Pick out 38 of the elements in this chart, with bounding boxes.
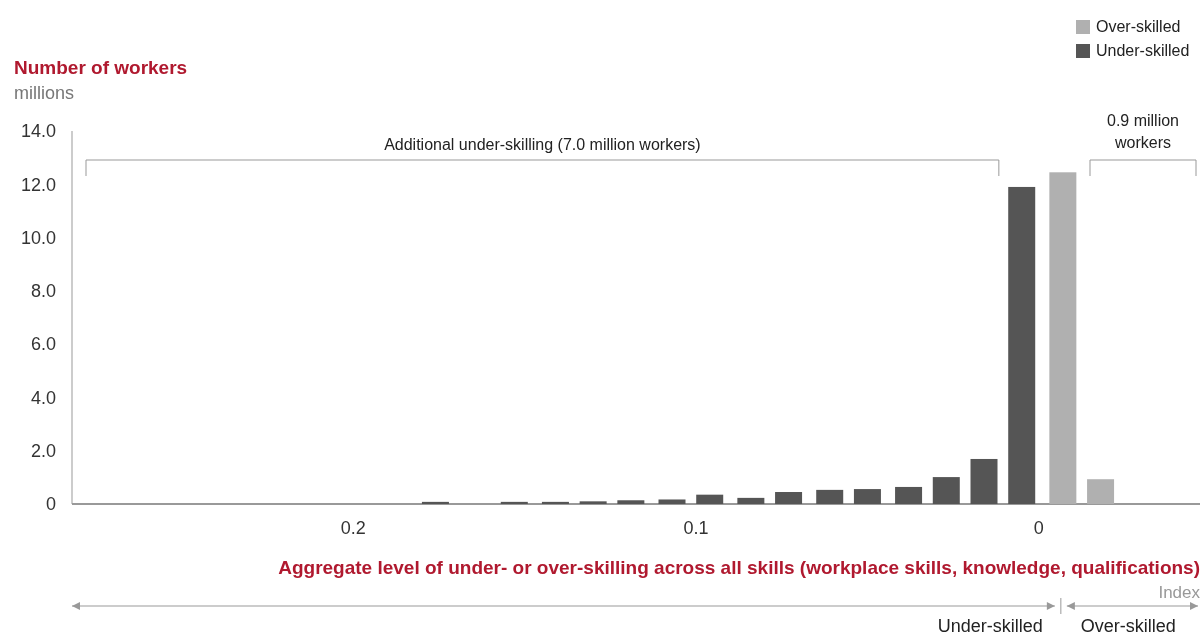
x-tick-label: 0.1	[683, 518, 709, 538]
text: Over-skilled	[1080, 616, 1176, 635]
y-tick-label: 10.0	[20, 227, 56, 248]
legend-label: Over-skilled	[1096, 18, 1181, 35]
bar	[932, 477, 960, 504]
y-tick-label: 14.0	[20, 121, 56, 142]
x-tick-label: 0	[1033, 518, 1044, 538]
bar	[500, 501, 528, 504]
bar	[775, 492, 803, 504]
legend-label: Under-skilled	[1096, 42, 1190, 59]
bar	[1008, 186, 1036, 504]
bar	[421, 501, 449, 504]
text: millions	[14, 83, 75, 103]
bar	[816, 489, 844, 504]
y-tick-label: 0	[45, 494, 56, 515]
bar	[696, 494, 724, 504]
annotation: Additional under-skilling (7.0 million workers)	[384, 136, 701, 153]
bar	[1087, 479, 1115, 504]
y-axis-title: Number of workers	[14, 57, 188, 78]
bar	[541, 501, 569, 504]
text: Under-skilled	[937, 616, 1043, 635]
bar	[970, 458, 998, 504]
bar	[658, 499, 686, 504]
bar	[895, 486, 923, 504]
bar	[737, 497, 765, 504]
y-tick-label: 8.0	[30, 281, 56, 302]
bar	[853, 489, 881, 504]
x-tick-label: 0.2	[340, 518, 366, 538]
x-axis-title: Aggregate level of under- or over-skilling across all skills (workplace skills, knowledge, qualifications)	[278, 557, 1200, 578]
bar	[617, 500, 645, 504]
bar	[1049, 172, 1077, 504]
annotation: 0.9 million workers	[1106, 112, 1180, 151]
bar	[579, 501, 607, 504]
y-tick-label: 6.0	[30, 334, 56, 355]
text: Index	[1158, 583, 1201, 602]
y-tick-label: 4.0	[30, 387, 56, 408]
y-tick-label: 12.0	[20, 174, 56, 195]
y-tick-label: 2.0	[30, 441, 56, 462]
